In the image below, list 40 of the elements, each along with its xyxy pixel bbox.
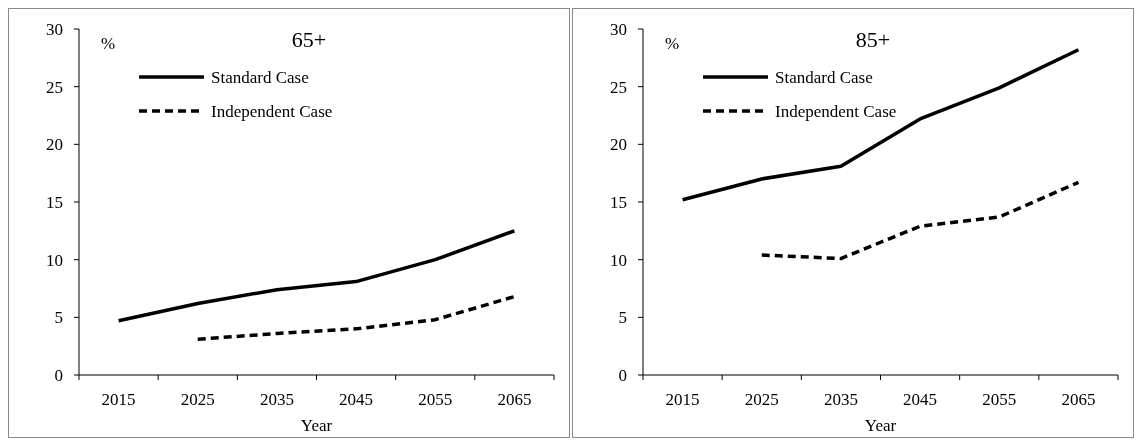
x-tick-label: 2065: [1061, 390, 1096, 409]
legend-label: Independent Case: [211, 101, 333, 121]
x-tick-label: 2045: [903, 390, 938, 409]
chart-title: 85+: [855, 27, 891, 52]
y-tick-label: 0: [54, 365, 63, 385]
y-tick-label: 15: [610, 192, 627, 212]
y-tick-label: 25: [610, 77, 627, 97]
line-series: [760, 180, 1081, 261]
x-tick-label: 2015: [101, 390, 136, 409]
x-tick-label: 2015: [665, 390, 700, 409]
x-tick-label: 2025: [744, 390, 779, 409]
y-axis-title: %: [101, 34, 116, 53]
x-tick-label: 2025: [180, 390, 215, 409]
y-tick-label: 0: [618, 365, 627, 385]
y-tick-label: 10: [46, 250, 63, 270]
x-axis-title: Year: [300, 416, 333, 435]
line-series: [196, 294, 517, 341]
y-tick-label: 15: [46, 192, 63, 212]
x-axis-title: Year: [864, 416, 897, 435]
legend-label: Independent Case: [775, 101, 897, 121]
y-tick-label: 20: [610, 135, 627, 155]
y-tick-label: 20: [46, 135, 63, 155]
chart-title: 65+: [291, 27, 327, 52]
x-tick-label: 2055: [982, 390, 1017, 409]
x-tick-label: 2045: [339, 390, 374, 409]
x-tick-label: 2035: [823, 390, 858, 409]
x-tick-label: 2055: [418, 390, 453, 409]
y-tick-label: 10: [610, 250, 627, 270]
line-series: [680, 48, 1081, 202]
y-tick-label: 30: [46, 19, 63, 39]
y-tick-label: 5: [54, 308, 63, 328]
y-tick-label: 5: [618, 308, 627, 328]
y-axis-title: %: [665, 34, 680, 53]
y-tick-label: 25: [46, 77, 63, 97]
legend-label: Standard Case: [211, 67, 309, 87]
x-tick-label: 2065: [497, 390, 532, 409]
line-series: [116, 229, 517, 323]
x-tick-label: 2035: [259, 390, 294, 409]
legend-label: Standard Case: [775, 67, 873, 87]
y-tick-label: 30: [610, 19, 627, 39]
